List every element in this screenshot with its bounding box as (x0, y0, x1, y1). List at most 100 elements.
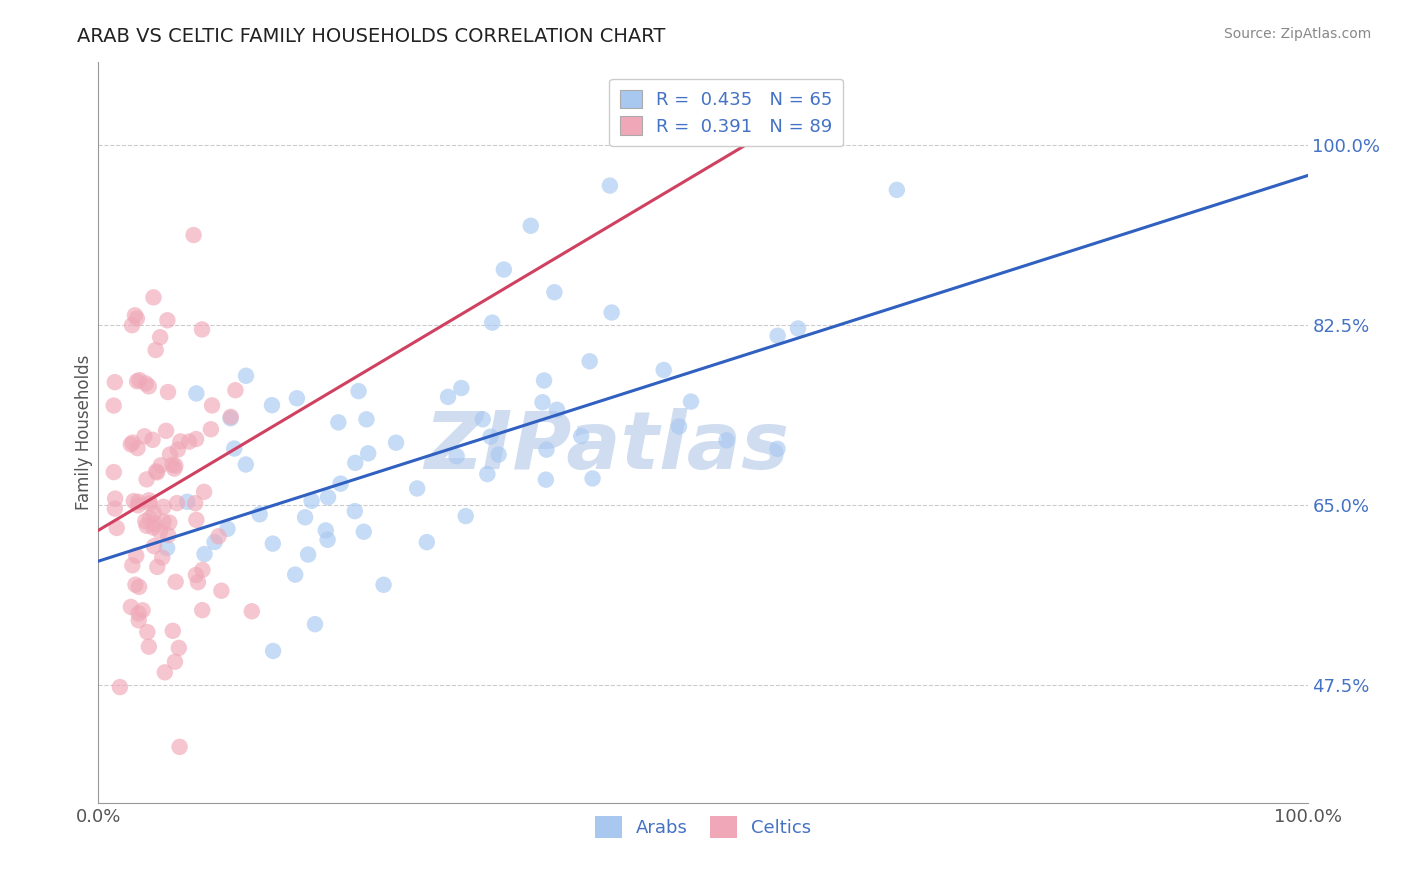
Point (149, 524, 172, 539)
Point (578, 354, 600, 368)
Point (156, 541, 179, 555)
Point (184, 568, 207, 582)
Point (304, 617, 326, 632)
Point (177, 434, 200, 449)
Point (128, 373, 150, 387)
Point (301, 493, 323, 508)
Point (138, 493, 160, 508)
Point (353, 524, 375, 539)
Point (219, 411, 242, 425)
Point (406, 482, 429, 496)
Point (454, 509, 477, 524)
Point (146, 466, 169, 480)
Point (184, 432, 207, 446)
Point (167, 640, 190, 655)
Point (357, 446, 380, 460)
Point (166, 442, 188, 457)
Point (224, 383, 246, 397)
Point (104, 491, 127, 506)
Point (156, 313, 179, 327)
Point (600, 305, 623, 319)
Point (162, 624, 184, 638)
Point (716, 434, 738, 448)
Point (162, 458, 184, 472)
Point (145, 464, 167, 478)
Point (157, 528, 180, 542)
Point (150, 550, 173, 565)
Point (104, 375, 127, 389)
Point (385, 435, 408, 450)
Point (138, 496, 160, 510)
Point (373, 578, 395, 592)
Point (186, 386, 208, 401)
Point (209, 583, 232, 598)
Point (316, 491, 339, 505)
Point (471, 412, 494, 426)
Point (356, 412, 378, 426)
Point (125, 549, 148, 563)
Point (416, 535, 439, 549)
Legend: Arabs, Celtics: Arabs, Celtics (588, 809, 818, 846)
Point (121, 558, 143, 573)
Point (191, 563, 214, 577)
Point (183, 227, 205, 242)
Point (138, 640, 160, 654)
Point (446, 449, 468, 463)
Point (546, 402, 568, 417)
Point (569, 429, 592, 443)
Point (285, 391, 308, 405)
Point (668, 419, 690, 434)
Point (142, 520, 165, 534)
Point (108, 680, 131, 694)
Point (149, 330, 172, 344)
Point (581, 471, 603, 485)
Point (533, 374, 555, 388)
Text: ZIPatlas: ZIPatlas (423, 409, 789, 486)
Point (328, 416, 350, 430)
Point (142, 290, 165, 304)
Point (142, 506, 165, 520)
Point (156, 384, 179, 399)
Point (143, 539, 166, 553)
Point (217, 522, 239, 536)
Point (284, 567, 307, 582)
Point (157, 516, 180, 530)
Point (152, 515, 174, 529)
Point (766, 328, 789, 343)
Point (149, 458, 172, 473)
Point (679, 394, 702, 409)
Point (128, 580, 150, 594)
Point (122, 494, 145, 508)
Point (191, 322, 214, 336)
Point (787, 321, 810, 335)
Point (128, 613, 150, 627)
Point (121, 435, 143, 450)
Point (127, 498, 149, 512)
Point (184, 496, 207, 510)
Point (127, 374, 149, 388)
Point (176, 495, 198, 509)
Point (477, 467, 499, 481)
Point (534, 473, 557, 487)
Point (297, 548, 319, 562)
Point (153, 665, 176, 680)
Point (186, 513, 208, 527)
Point (260, 398, 283, 412)
Point (235, 458, 257, 472)
Point (193, 484, 215, 499)
Point (105, 521, 128, 535)
Point (343, 504, 366, 518)
Point (169, 739, 191, 754)
Point (163, 655, 186, 669)
Point (121, 318, 143, 333)
Point (249, 508, 271, 522)
Point (165, 574, 187, 589)
Point (315, 524, 337, 538)
Point (347, 384, 370, 398)
Point (191, 603, 214, 617)
Point (146, 560, 169, 574)
Point (543, 285, 565, 300)
Point (193, 547, 215, 561)
Point (103, 399, 125, 413)
Point (294, 510, 316, 524)
